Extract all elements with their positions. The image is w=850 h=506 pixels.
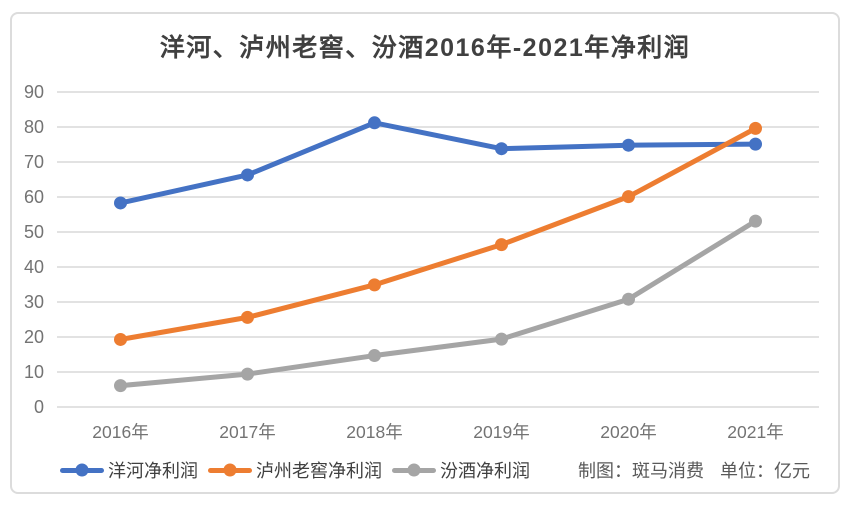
legend-label-yanghe: 洋河净利润: [108, 461, 198, 481]
svg-text:20: 20: [24, 327, 44, 347]
legend-item-luzhou-laojiao: 泸州老窖净利润: [208, 457, 382, 483]
legend-label-fenjiu: 汾酒净利润: [440, 461, 530, 481]
legend-item-yanghe: 洋河净利润: [60, 457, 198, 483]
yanghe-series-marker-icon: [60, 463, 104, 477]
svg-text:2018年: 2018年: [346, 422, 402, 442]
chart-legend: 洋河净利润 泸州老窖净利润 汾酒净利润 制图：斑马消费 单位：亿元: [60, 458, 810, 482]
svg-text:2017年: 2017年: [219, 422, 275, 442]
svg-text:0: 0: [34, 397, 44, 417]
svg-text:80: 80: [24, 117, 44, 137]
svg-text:10: 10: [24, 362, 44, 382]
chart-credit-note: 制图：斑马消费: [578, 461, 704, 481]
legend-label-luzhou-laojiao: 泸州老窖净利润: [256, 461, 382, 481]
svg-text:2020年: 2020年: [600, 422, 656, 442]
luzhou-laojiao-series-marker-icon: [208, 463, 252, 477]
svg-text:40: 40: [24, 257, 44, 277]
svg-text:2016年: 2016年: [92, 422, 148, 442]
svg-text:2019年: 2019年: [473, 422, 529, 442]
svg-text:60: 60: [24, 187, 44, 207]
svg-text:30: 30: [24, 292, 44, 312]
legend-item-fenjiu: 汾酒净利润: [392, 457, 530, 483]
fenjiu-series-marker-icon: [392, 463, 436, 477]
svg-text:90: 90: [24, 82, 44, 102]
svg-text:2021年: 2021年: [727, 422, 783, 442]
svg-text:70: 70: [24, 152, 44, 172]
chart-title: 洋河、泸州老窖、汾酒2016年-2021年净利润: [159, 34, 691, 62]
chart-unit-note: 单位：亿元: [720, 461, 810, 481]
svg-text:50: 50: [24, 222, 44, 242]
